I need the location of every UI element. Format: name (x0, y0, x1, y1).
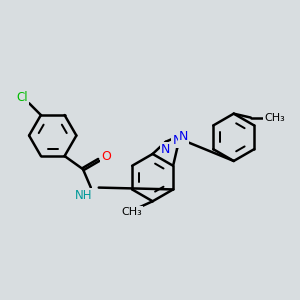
Text: NH: NH (75, 189, 92, 202)
Text: CH₃: CH₃ (121, 207, 142, 217)
Text: O: O (101, 150, 111, 163)
Text: N: N (179, 130, 188, 142)
Text: N: N (161, 143, 170, 156)
Text: Cl: Cl (17, 92, 28, 104)
Text: N: N (172, 134, 182, 147)
Text: CH₃: CH₃ (264, 112, 285, 123)
